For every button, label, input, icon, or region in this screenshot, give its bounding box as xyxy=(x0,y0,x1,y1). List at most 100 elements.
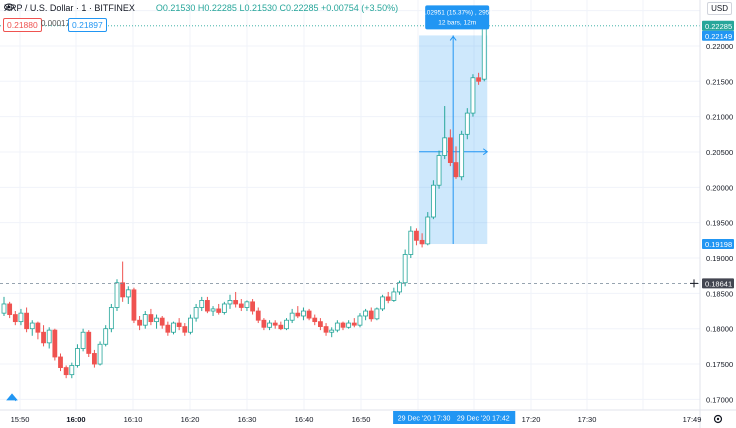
candle[interactable] xyxy=(425,216,431,245)
candle[interactable] xyxy=(346,322,352,328)
candle[interactable] xyxy=(125,289,131,298)
candle[interactable] xyxy=(142,314,148,326)
candle[interactable] xyxy=(221,303,227,313)
candle[interactable] xyxy=(261,319,267,328)
candle[interactable] xyxy=(227,300,233,305)
candle[interactable] xyxy=(24,312,30,330)
candle[interactable] xyxy=(402,254,408,284)
candle[interactable] xyxy=(29,322,35,330)
candle[interactable] xyxy=(453,162,459,178)
candle[interactable] xyxy=(165,324,171,333)
candle[interactable] xyxy=(334,322,340,331)
candle[interactable] xyxy=(137,319,143,326)
candle[interactable] xyxy=(295,312,301,317)
candle[interactable] xyxy=(182,326,188,333)
candle[interactable] xyxy=(408,230,414,255)
candle[interactable] xyxy=(385,296,391,301)
candle[interactable] xyxy=(391,291,397,301)
candle[interactable] xyxy=(80,331,86,349)
candle[interactable] xyxy=(323,326,329,333)
candle[interactable] xyxy=(35,322,41,333)
candle[interactable] xyxy=(69,365,75,376)
candle[interactable] xyxy=(267,322,272,328)
candle[interactable] xyxy=(459,133,465,178)
candle[interactable] xyxy=(176,322,182,327)
candle[interactable] xyxy=(63,367,69,376)
candle[interactable] xyxy=(442,137,448,156)
candle[interactable] xyxy=(289,312,295,321)
candle[interactable] xyxy=(52,329,58,358)
candle[interactable] xyxy=(447,137,453,163)
eye-icon[interactable] xyxy=(4,3,150,12)
candle[interactable] xyxy=(481,27,487,80)
candle[interactable] xyxy=(340,322,346,328)
candle[interactable] xyxy=(351,322,357,326)
candle[interactable] xyxy=(171,322,176,333)
candle[interactable] xyxy=(368,310,374,320)
candle[interactable] xyxy=(58,356,63,368)
ask-price-box[interactable]: 0.21897 xyxy=(68,18,107,32)
candle[interactable] xyxy=(18,312,24,323)
candle[interactable] xyxy=(120,282,126,298)
plus-icon[interactable] xyxy=(690,279,698,288)
candle[interactable] xyxy=(363,310,369,317)
candle[interactable] xyxy=(108,307,114,330)
candle[interactable] xyxy=(312,317,318,323)
candle[interactable] xyxy=(317,321,323,327)
candle[interactable] xyxy=(255,310,261,321)
bid-price-box[interactable]: 0.21880 xyxy=(3,18,42,32)
candle[interactable] xyxy=(216,308,222,313)
candle[interactable] xyxy=(414,230,419,241)
measure-bottom-price-label: 0.19198 xyxy=(705,240,732,249)
candle[interactable] xyxy=(278,324,284,330)
candle[interactable] xyxy=(233,300,239,305)
gear-icon[interactable] xyxy=(713,414,723,424)
candle[interactable] xyxy=(92,353,97,365)
candle[interactable] xyxy=(476,77,482,82)
candle[interactable] xyxy=(470,77,476,114)
candle[interactable] xyxy=(357,315,363,326)
candle[interactable] xyxy=(7,303,13,315)
candle[interactable] xyxy=(41,331,46,344)
candle[interactable] xyxy=(114,282,120,308)
candle[interactable] xyxy=(374,308,380,320)
symbol-title[interactable]: XRP / U.S. Dollar · 1 · BITFINEX xyxy=(4,3,135,13)
candle[interactable] xyxy=(131,289,137,321)
candle[interactable] xyxy=(238,303,244,308)
candle[interactable] xyxy=(154,317,159,323)
candle[interactable] xyxy=(284,319,289,330)
candle[interactable] xyxy=(97,343,103,365)
currency-button[interactable]: USD xyxy=(707,2,732,15)
candle[interactable] xyxy=(244,301,250,308)
candle[interactable] xyxy=(397,282,402,293)
candle[interactable] xyxy=(75,348,80,366)
candle[interactable] xyxy=(12,314,18,323)
candle[interactable] xyxy=(430,184,436,218)
candle[interactable] xyxy=(436,155,442,186)
candle[interactable] xyxy=(188,317,193,333)
candle[interactable] xyxy=(46,329,52,344)
candle[interactable] xyxy=(193,307,199,319)
candle[interactable] xyxy=(380,296,385,310)
candle[interactable] xyxy=(210,308,216,312)
time-tick-label: 16:30 xyxy=(238,415,257,424)
candle[interactable] xyxy=(306,310,312,319)
candle[interactable] xyxy=(86,331,92,354)
candle[interactable] xyxy=(103,328,109,345)
candle[interactable] xyxy=(301,310,306,317)
candle[interactable] xyxy=(204,300,210,312)
candle[interactable] xyxy=(1,303,7,314)
price-tick-label: 0.22000 xyxy=(706,42,733,51)
time-tick-label: 16:20 xyxy=(181,415,200,424)
candle[interactable] xyxy=(329,329,335,333)
candle[interactable] xyxy=(250,301,256,312)
candle[interactable] xyxy=(272,322,278,326)
candle[interactable] xyxy=(419,239,425,245)
candle[interactable] xyxy=(464,112,470,135)
price-tick-label: 0.17000 xyxy=(706,395,733,404)
candle[interactable] xyxy=(159,317,165,326)
candle[interactable] xyxy=(148,314,154,323)
price-tick-label: 0.20500 xyxy=(706,148,733,157)
candle[interactable] xyxy=(199,300,205,308)
